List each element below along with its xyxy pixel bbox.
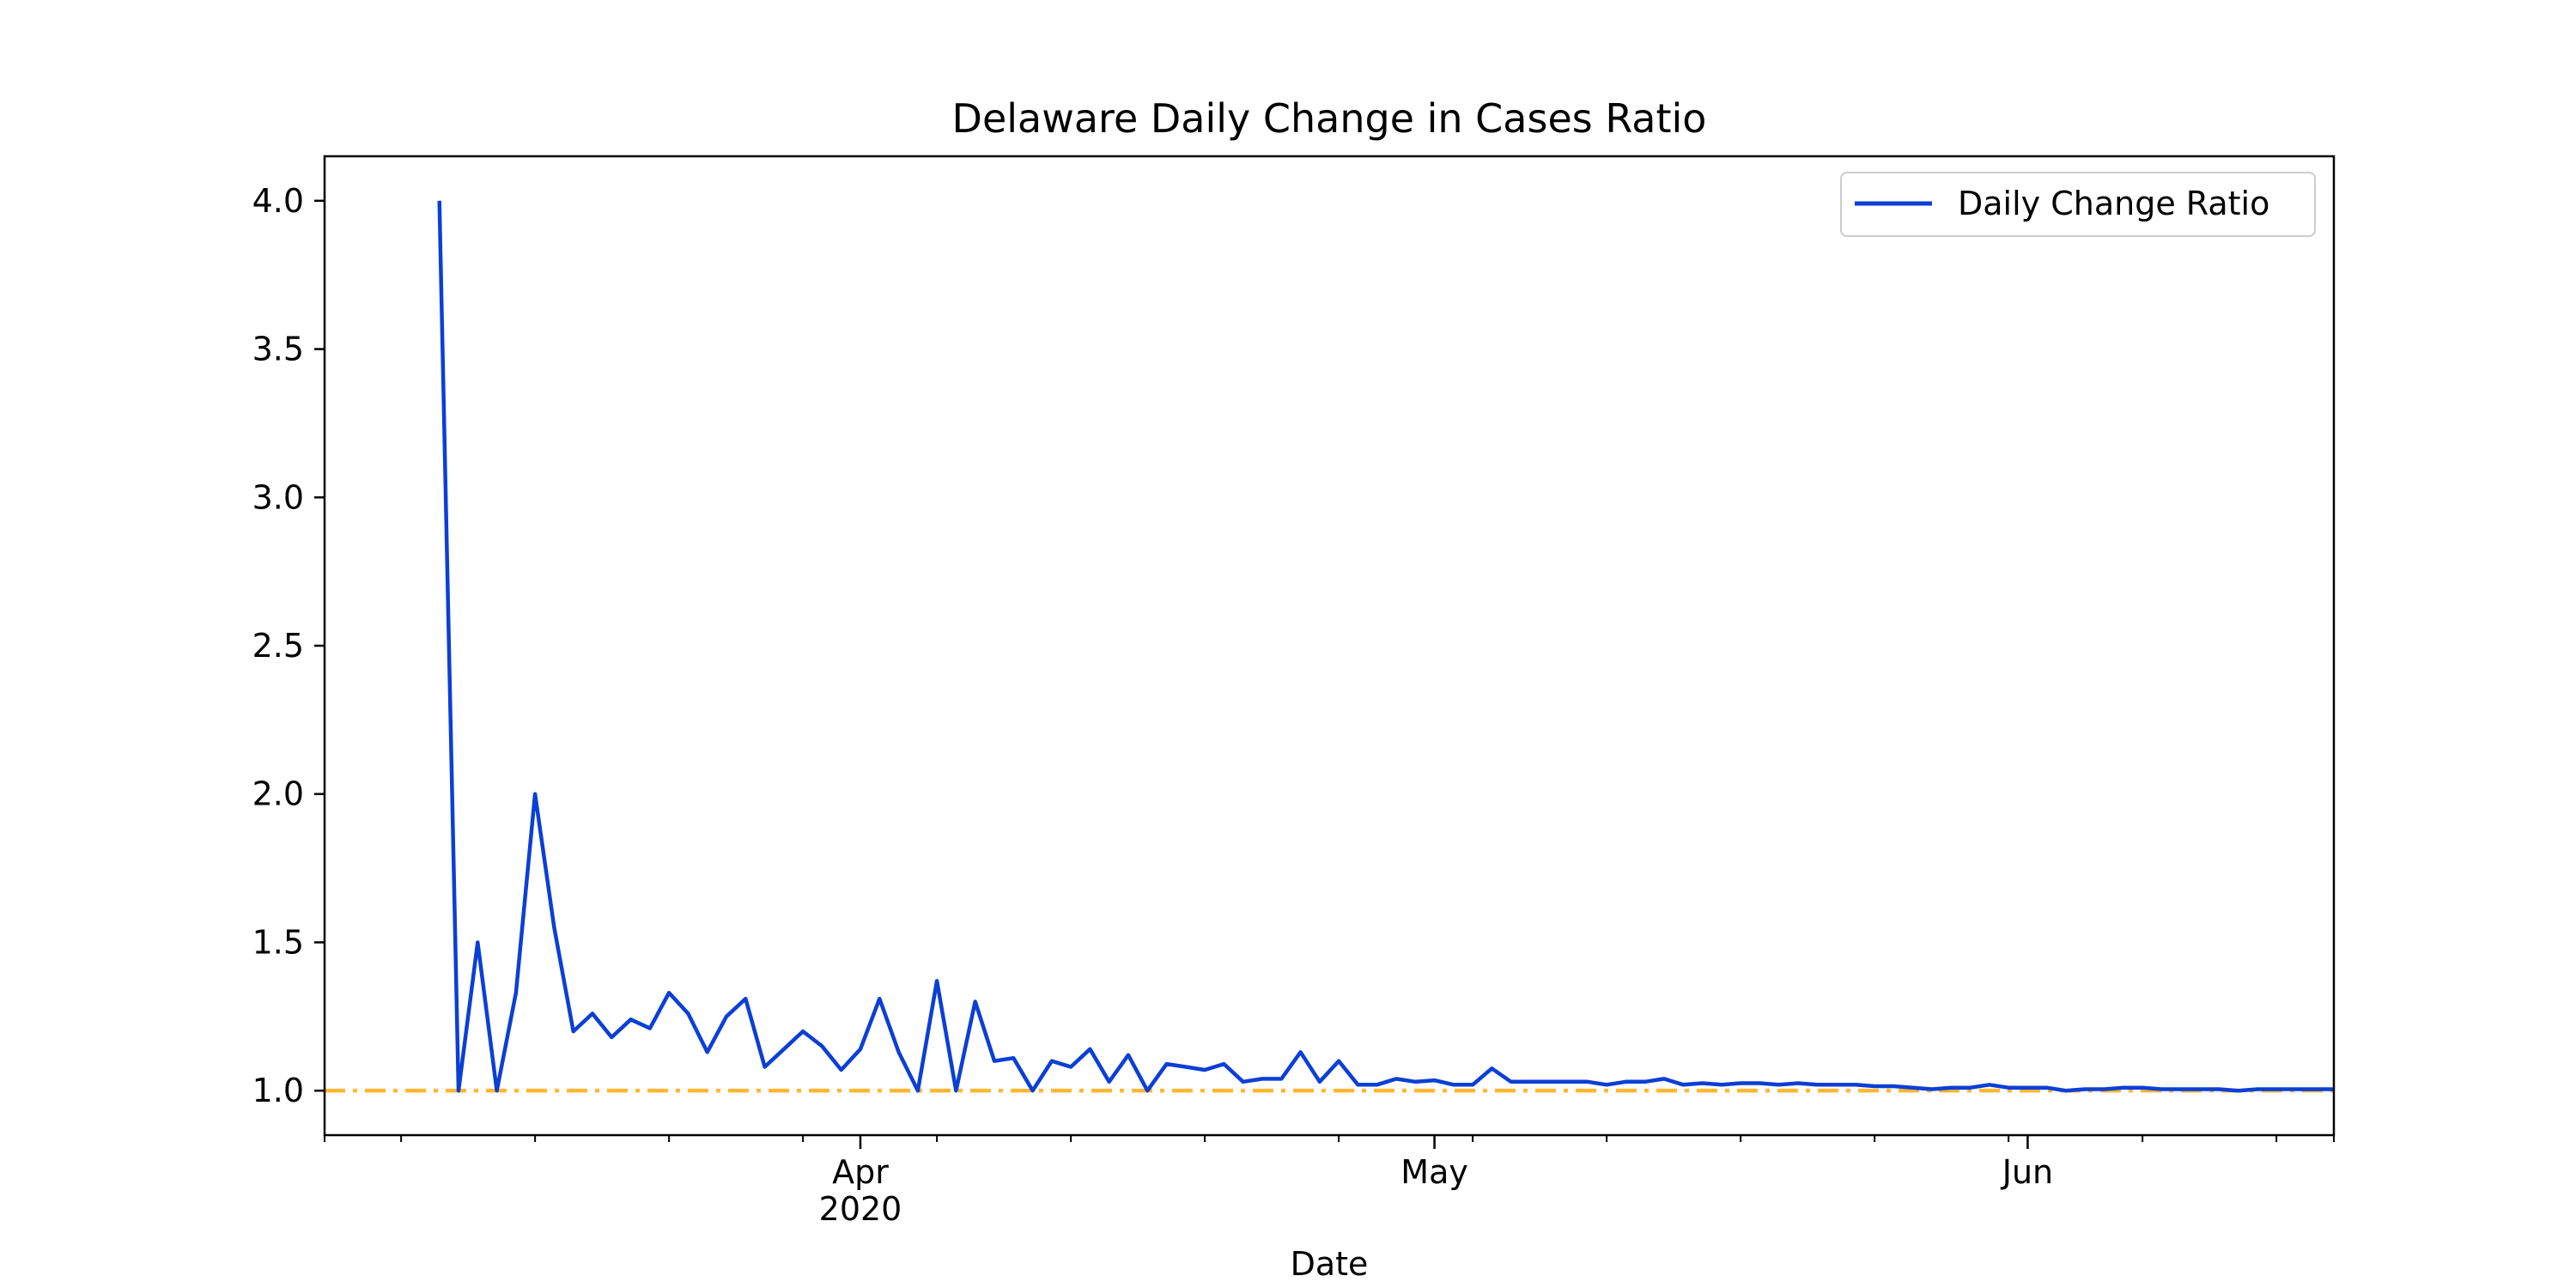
y-tick-label: 3.5 — [252, 331, 304, 368]
x-tick-sublabel: 2020 — [819, 1190, 902, 1228]
plot-frame — [323, 155, 2336, 1137]
y-tick-label: 4.0 — [252, 182, 304, 220]
x-tick-label: Jun — [2001, 1153, 2053, 1191]
series-line-daily-change-ratio — [437, 200, 2334, 1093]
y-tick-label: 2.5 — [252, 627, 304, 665]
x-axis-label: Date — [1291, 1245, 1369, 1283]
legend-box — [1840, 172, 2316, 237]
legend-label-daily-change-ratio: Daily Change Ratio — [1958, 185, 2269, 222]
y-tick-label: 2.0 — [252, 775, 304, 813]
x-tick-label: Apr — [832, 1153, 889, 1191]
plot-area — [325, 200, 2334, 1093]
x-tick-label: May — [1400, 1153, 1468, 1191]
y-tick-label: 1.5 — [252, 923, 304, 961]
y-axis: 1.0 1.5 2.0 2.5 3.0 3.5 4.0 — [252, 182, 325, 1109]
legend: Daily Change Ratio — [1840, 172, 2316, 237]
y-tick-label: 3.0 — [252, 478, 304, 516]
chart-title: Delaware Daily Change in Cases Ratio — [952, 95, 1707, 142]
series-group — [437, 200, 2334, 1093]
y-tick-label: 1.0 — [252, 1072, 304, 1109]
